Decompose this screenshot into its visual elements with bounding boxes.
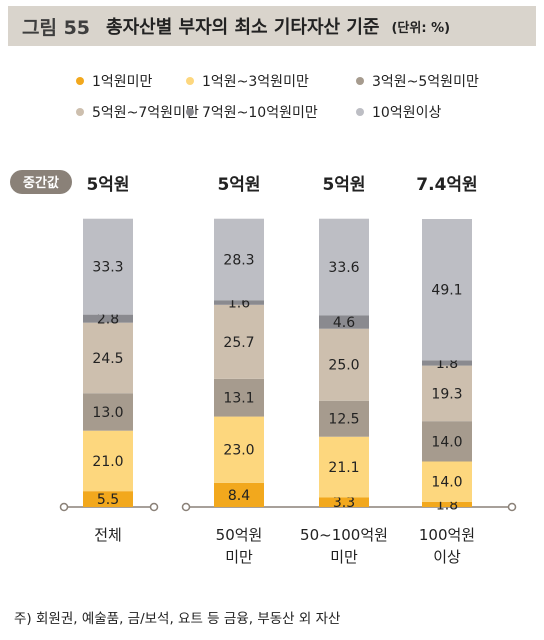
data-label-2-3: 13.1 [223,391,254,407]
data-label-3-2: 21.1 [328,460,359,476]
unit-label: (단위: %) [391,20,451,36]
bar-segment-3-3 [319,400,369,437]
bar-segment-2-4 [214,304,264,379]
data-label-1-5: 2.8 [97,312,119,328]
bar-segment-2-2 [214,416,264,483]
bar-segment-1-4 [83,322,133,394]
data-label-1-4: 24.5 [92,351,123,367]
category-label-2: 50억원 미만 [216,526,263,566]
median-value-4: 7.4억원 [416,175,477,195]
legend-swatch-6 [356,108,364,116]
legend-label-1: 1억원미만 [92,74,153,90]
legend-swatch-1 [76,77,84,85]
legend-swatch-2 [186,77,194,85]
bar-segment-2-6 [214,218,264,301]
median-badge [10,170,72,194]
legend-swatch-5 [186,108,194,116]
bar-segment-3-1 [319,497,369,507]
bar-segment-3-2 [319,436,369,498]
bar-segment-3-5 [319,315,369,329]
bar-segment-4-6 [422,219,472,361]
bar-segment-4-5 [422,360,472,366]
bar-segment-2-1 [214,482,264,507]
data-label-3-1: 3.3 [333,495,355,511]
baseline-endpoint-2 [149,502,159,512]
median-value-2: 5억원 [217,175,260,195]
chart-title: 총자산별 부자의 최소 기타자산 기준 [106,17,380,38]
data-label-4-3: 14.0 [431,434,462,450]
bar-segment-4-3 [422,421,472,462]
bar-segment-3-4 [319,328,369,401]
data-label-3-6: 33.6 [328,260,359,276]
baseline-endpoint-3 [181,502,191,512]
category-label-4: 100억원 이상 [419,526,475,566]
baseline-endpoint-4 [507,502,517,512]
data-label-1-1: 5.5 [97,492,119,508]
data-label-4-4: 19.3 [431,386,462,402]
bar-segment-1-6 [83,218,133,315]
data-label-3-4: 25.0 [328,358,359,374]
title-bar: 그림 55 총자산별 부자의 최소 기타자산 기준 (단위: %) [8,6,536,46]
legend-label-5: 7억원~10억원미만 [202,105,318,121]
bar-segment-1-1 [83,491,133,507]
stacked-bar-chart: 1억원미만 1억원~3억원미만 3억원~5억원미만 5억원~7억원미만 7억원~10억원… [10,74,517,566]
bar-segment-1-2 [83,430,133,492]
legend-label-2: 1억원~3억원미만 [202,74,309,90]
median-value-3: 5억원 [322,175,365,195]
footnote: 주) 회원권, 예술품, 금/보석, 요트 등 금융, 부동산 외 자산 [14,611,341,627]
data-label-3-3: 12.5 [328,412,359,428]
bar-segment-4-1 [422,501,472,507]
data-label-3-5: 4.6 [333,315,355,331]
bar-segment-1-5 [83,314,133,323]
median-badge-label: 중간값 [23,175,59,191]
legend-label-6: 10억원이상 [372,105,441,121]
legend-label-3: 3억원~5억원미만 [372,74,479,90]
data-label-2-1: 8.4 [228,488,250,504]
data-label-2-4: 25.7 [223,335,254,351]
category-label-3: 50~100억원 미만 [300,526,388,566]
bar-segment-2-3 [214,378,264,417]
bar-segment-1-3 [83,393,133,431]
data-label-4-2: 14.0 [431,475,462,491]
bar-segment-4-4 [422,365,472,422]
data-label-1-2: 21.0 [92,454,123,470]
data-label-4-6: 49.1 [431,283,462,299]
bar-segment-2-5 [214,300,264,305]
data-label-1-6: 33.3 [92,260,123,276]
bar-segment-4-2 [422,461,472,502]
data-label-2-2: 23.0 [223,443,254,459]
data-label-1-3: 13.0 [92,405,123,421]
median-value-1: 5억원 [86,175,129,195]
baseline-endpoint-1 [59,502,69,512]
legend-swatch-4 [76,108,84,116]
data-label-2-6: 28.3 [223,252,254,268]
category-label-1: 전체 [94,526,122,544]
bar-segment-3-6 [319,218,369,316]
legend-swatch-3 [356,77,364,85]
legend-label-4: 5억원~7억원미만 [92,105,199,121]
figure-label: 그림 55 [22,16,91,39]
